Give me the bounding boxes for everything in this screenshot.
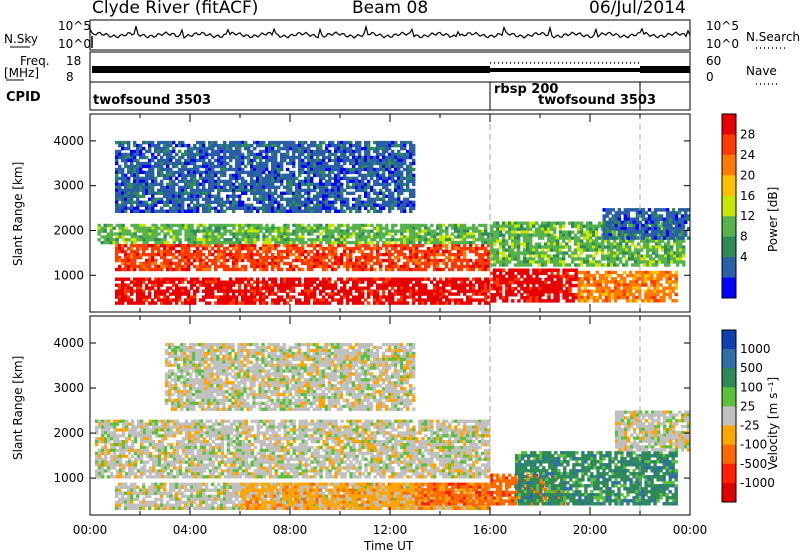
power-colorbar-tick-4: 16 <box>740 189 755 203</box>
nsky-tick-bottom: 10^0 <box>58 37 91 51</box>
velocity-colorbar-swatch-3 <box>722 368 736 388</box>
power-region-3 <box>577 270 678 303</box>
power-region-7 <box>602 208 691 240</box>
xtick-5: 16:00 <box>473 523 508 537</box>
velocity-ytick-2000: 2000 <box>53 426 84 440</box>
velocity-colorbar-label: Velocity [m s⁻¹] <box>766 376 780 470</box>
freq-label: Freq. <box>20 54 50 68</box>
cpid-label: CPID <box>6 90 41 105</box>
velocity-colorbar-swatch-4 <box>722 387 736 407</box>
nsearch-label: N.Search <box>746 30 800 44</box>
power-colorbar-swatch-5 <box>722 195 736 217</box>
power-region-4 <box>115 243 491 272</box>
xtick-7: 00:00 <box>673 523 708 537</box>
velocity-colorbar-swatch-9 <box>722 482 736 503</box>
cpid-frame <box>89 81 691 111</box>
velocity-colorbar-swatch-6 <box>722 425 736 446</box>
power-colorbar-tick-1: 28 <box>740 127 755 141</box>
power-colorbar-swatch-7 <box>722 236 736 258</box>
velocity-colorbar-tick-5: -25 <box>740 419 760 433</box>
nsearch-tick-bottom: 10^0 <box>706 37 739 51</box>
power-ytick-3000: 3000 <box>53 179 84 193</box>
power-region-1 <box>115 277 491 305</box>
xtick-3: 08:00 <box>273 523 308 537</box>
xtick-6: 20:00 <box>573 523 608 537</box>
freq-tick-top: 18 <box>66 54 82 68</box>
freq-bar-3 <box>640 66 690 73</box>
velocity-colorbar-tick-8: -1000 <box>740 476 775 490</box>
velocity-colorbar-tick-2: 500 <box>740 361 763 375</box>
velocity-ytick-1000: 1000 <box>53 471 84 485</box>
nsky-trace <box>89 24 691 40</box>
nsearch-tick-top: 10^5 <box>706 19 739 33</box>
cpid-segment-2: rbsp 200 <box>494 82 559 97</box>
xtick-1: 00:00 <box>73 523 108 537</box>
velocity-colorbar-swatch-2 <box>722 349 736 369</box>
beam-title: Beam 08 <box>352 0 429 18</box>
velocity-colorbar-tick-3: 100 <box>740 380 763 394</box>
nave-tick-top: 60 <box>706 54 722 68</box>
power-region-2 <box>490 268 578 303</box>
power-ylabel: Slant Range [km] <box>11 161 25 266</box>
power-ytick-1000: 1000 <box>53 268 84 282</box>
power-colorbar-swatch-6 <box>722 216 736 238</box>
velocity-colorbar-swatch-1 <box>722 330 736 350</box>
date-title: 06/Jul/2014 <box>589 0 686 18</box>
cpid-segment-1: twofsound 3503 <box>93 93 212 108</box>
velocity-colorbar-tick-4: 25 <box>740 399 755 413</box>
velocity-region-4 <box>415 482 491 506</box>
power-region-5 <box>97 223 491 245</box>
power-colorbar-swatch-8 <box>722 257 736 279</box>
power-region-8 <box>115 140 416 213</box>
velocity-colorbar-tick-7: -500 <box>740 457 767 471</box>
power-colorbar-tick-5: 12 <box>740 209 755 223</box>
xtick-4: 12:00 <box>373 523 408 537</box>
nave-label: Nave <box>746 64 777 78</box>
nave-tick-bottom: 0 <box>706 70 714 84</box>
power-ytick-2000: 2000 <box>53 223 84 237</box>
xtick-2: 04:00 <box>173 523 208 537</box>
station-title: Clyde River (fitACF) <box>92 0 259 18</box>
freq-bar-2 <box>490 68 640 72</box>
velocity-colorbar-swatch-7 <box>722 444 736 465</box>
power-colorbar-swatch-2 <box>722 134 736 156</box>
x-axis-label: Time UT <box>364 539 414 553</box>
velocity-ytick-4000: 4000 <box>53 336 84 350</box>
velocity-ylabel: Slant Range [km] <box>11 355 25 460</box>
velocity-colorbar-swatch-5 <box>722 406 736 427</box>
velocity-region-7 <box>615 410 691 452</box>
power-colorbar-swatch-1 <box>722 114 736 135</box>
velocity-colorbar-swatch-8 <box>722 463 736 484</box>
nsky-label: N.Sky <box>4 32 39 46</box>
power-colorbar-tick-6: 8 <box>740 230 748 244</box>
power-colorbar-swatch-3 <box>722 154 736 176</box>
cpid-segment-3: twofsound 3503 <box>538 93 657 108</box>
velocity-region-8 <box>165 343 416 411</box>
freq-bar-1 <box>92 66 490 73</box>
velocity-heatmap <box>95 343 691 510</box>
freq-tick-bottom: 8 <box>66 70 74 84</box>
power-region-6 <box>490 221 686 267</box>
power-colorbar-tick-7: 4 <box>740 250 748 264</box>
freq-unit: [MHz] <box>4 66 40 80</box>
velocity-region-6 <box>515 451 678 506</box>
velocity-region-1 <box>95 419 491 479</box>
power-colorbar-swatch-4 <box>722 175 736 197</box>
power-colorbar-swatch-9 <box>722 277 736 299</box>
power-colorbar-tick-2: 24 <box>740 148 755 162</box>
power-colorbar-label: Power [dB] <box>766 186 780 252</box>
velocity-colorbar-tick-6: -100 <box>740 438 767 452</box>
nsky-tick-top: 10^5 <box>58 19 91 33</box>
power-colorbar-tick-3: 20 <box>740 168 755 182</box>
velocity-ytick-3000: 3000 <box>53 381 84 395</box>
power-heatmap <box>97 140 691 305</box>
power-ytick-4000: 4000 <box>53 134 84 148</box>
velocity-colorbar-tick-1: 1000 <box>740 342 771 356</box>
